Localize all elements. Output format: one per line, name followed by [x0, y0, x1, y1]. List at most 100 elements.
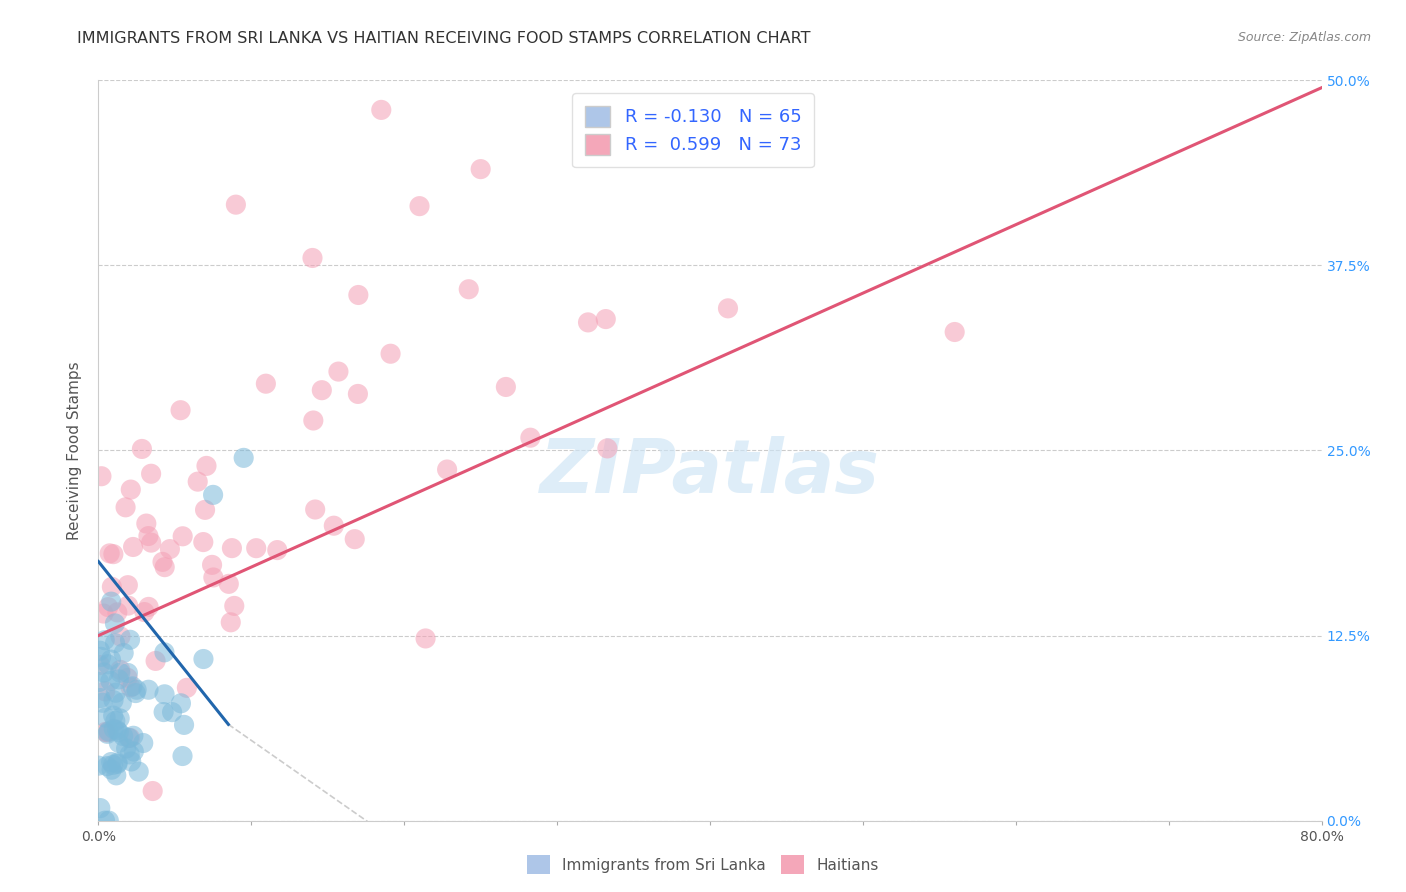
Point	[110, 663, 132, 677]
Point	[135, 516, 157, 531]
Point	[347, 387, 370, 401]
Point	[100, 652, 122, 666]
Point	[131, 442, 153, 456]
Text: ZIPatlas: ZIPatlas	[540, 436, 880, 509]
Point	[193, 652, 215, 666]
Point	[370, 103, 392, 117]
Point	[105, 768, 128, 782]
Point	[104, 686, 127, 700]
Point	[93, 607, 115, 621]
Point	[169, 403, 191, 417]
Point	[111, 696, 134, 710]
Y-axis label: Receiving Food Stamps: Receiving Food Stamps	[67, 361, 83, 540]
Point	[117, 671, 139, 685]
Point	[408, 199, 430, 213]
Point	[519, 431, 541, 445]
Legend: R = -0.130   N = 65, R =  0.599   N = 73: R = -0.130 N = 65, R = 0.599 N = 73	[572, 93, 814, 167]
Point	[117, 578, 139, 592]
Point	[232, 450, 254, 465]
Point	[943, 325, 966, 339]
Point	[145, 654, 167, 668]
Point	[173, 718, 195, 732]
Point	[139, 467, 162, 481]
Point	[100, 594, 122, 608]
Point	[153, 645, 176, 659]
Point	[138, 599, 160, 614]
Point	[193, 535, 215, 549]
Point	[89, 691, 111, 706]
Point	[132, 736, 155, 750]
Point	[160, 705, 183, 719]
Point	[108, 673, 131, 687]
Point	[152, 705, 174, 719]
Point	[153, 687, 176, 701]
Point	[96, 727, 118, 741]
Point	[266, 543, 288, 558]
Point	[195, 458, 218, 473]
Point	[304, 502, 326, 516]
Point	[97, 600, 120, 615]
Point	[101, 708, 124, 723]
Point	[122, 540, 145, 554]
Point	[202, 570, 225, 584]
Point	[97, 724, 120, 739]
Point	[103, 693, 125, 707]
Point	[153, 560, 176, 574]
Point	[120, 755, 142, 769]
Point	[104, 616, 127, 631]
Point	[112, 646, 135, 660]
Point	[89, 801, 111, 815]
Point	[89, 643, 111, 657]
Point	[100, 755, 122, 769]
Point	[100, 673, 122, 688]
Point	[124, 686, 146, 700]
Point	[96, 759, 118, 773]
Point	[138, 682, 160, 697]
Point	[118, 747, 141, 762]
Point	[103, 547, 125, 561]
Point	[105, 606, 128, 620]
Point	[121, 679, 143, 693]
Point	[89, 658, 111, 673]
Point	[128, 764, 150, 779]
Point	[218, 577, 240, 591]
Point	[172, 529, 194, 543]
Point	[110, 665, 132, 680]
Point	[415, 632, 437, 646]
Point	[108, 736, 131, 750]
Point	[87, 675, 110, 690]
Point	[122, 729, 145, 743]
Point	[104, 714, 127, 728]
Point	[125, 682, 148, 697]
Point	[105, 723, 128, 738]
Point	[100, 763, 122, 777]
Point	[347, 288, 370, 302]
Point	[202, 488, 225, 502]
Point	[576, 315, 599, 329]
Point	[101, 758, 124, 772]
Point	[343, 532, 366, 546]
Point	[225, 197, 247, 211]
Point	[97, 814, 120, 828]
Point	[141, 535, 163, 549]
Point	[94, 814, 117, 828]
Point	[138, 529, 160, 543]
Point	[114, 500, 136, 515]
Point	[322, 518, 344, 533]
Point	[170, 696, 193, 710]
Point	[221, 541, 243, 555]
Point	[87, 758, 110, 772]
Point	[107, 756, 129, 770]
Legend: Immigrants from Sri Lanka, Haitians: Immigrants from Sri Lanka, Haitians	[522, 849, 884, 880]
Point	[112, 729, 135, 743]
Point	[101, 580, 124, 594]
Point	[98, 546, 121, 560]
Point	[328, 365, 350, 379]
Point	[219, 615, 242, 630]
Point	[224, 599, 246, 613]
Point	[187, 475, 209, 489]
Point	[254, 376, 277, 391]
Point	[94, 684, 117, 698]
Point	[118, 632, 141, 647]
Point	[194, 503, 217, 517]
